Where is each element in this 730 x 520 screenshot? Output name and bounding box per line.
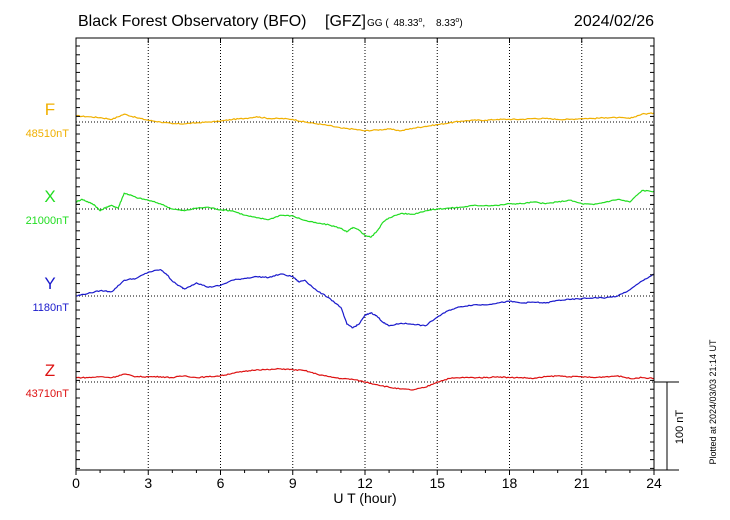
longitude-degree: o (455, 17, 459, 24)
chart-title: Black Forest Observatory (BFO) (78, 13, 307, 30)
grid (147, 38, 583, 470)
plotted-note: Plotted at 2024/03/03 21:14 UT (708, 339, 718, 465)
longitude-value: 8.33 (436, 18, 456, 29)
series-name-x: X (44, 187, 55, 206)
series-line-f (75, 112, 655, 132)
x-tick-label: 0 (72, 475, 80, 491)
series-baseline-f: 48510nT (26, 128, 70, 140)
institute-label: [GFZ] (325, 13, 366, 30)
series-baseline-x: 21000nT (26, 215, 70, 227)
coords-prefix: GG ( (367, 18, 389, 29)
x-tick-label: 24 (646, 475, 662, 491)
series-baseline-y: 1180nT (33, 302, 70, 314)
axis-ticks (75, 38, 655, 475)
series-name-f: F (45, 100, 55, 119)
x-tick-label: 3 (144, 475, 152, 491)
series-baseline-z: 43710nT (26, 388, 70, 400)
coordinates-label: GG ( 48.33o, 8.33o) (367, 17, 463, 29)
x-tick-label: 12 (357, 475, 373, 491)
x-tick-label: 21 (574, 475, 590, 491)
date-label: 2024/02/26 (574, 13, 654, 30)
x-tick-label: 18 (502, 475, 518, 491)
x-tick-labels: 0 3 6 9 12 15 18 21 24 (72, 475, 662, 491)
latitude-value: 48.33 (393, 18, 418, 29)
x-tick-label: 6 (217, 475, 225, 491)
series-line-z (75, 367, 654, 391)
series-name-y: Y (44, 274, 55, 293)
x-tick-label: 15 (429, 475, 445, 491)
x-tick-label: 9 (289, 475, 297, 491)
series-name-z: Z (45, 361, 55, 380)
scale-bar-label: 100 nT (674, 410, 686, 445)
x-axis-label: U T (hour) (333, 490, 396, 506)
coords-suffix: ) (459, 18, 462, 29)
coords-separator: , (422, 18, 425, 29)
latitude-degree: o (418, 17, 422, 24)
series-group (75, 112, 655, 391)
series-line-x (76, 189, 655, 238)
scale-bar: 100 nT (654, 381, 686, 471)
series-labels: F 48510nT X 21000nT Y 1180nT Z 43710nT (26, 100, 70, 400)
series-line-y (75, 268, 655, 329)
